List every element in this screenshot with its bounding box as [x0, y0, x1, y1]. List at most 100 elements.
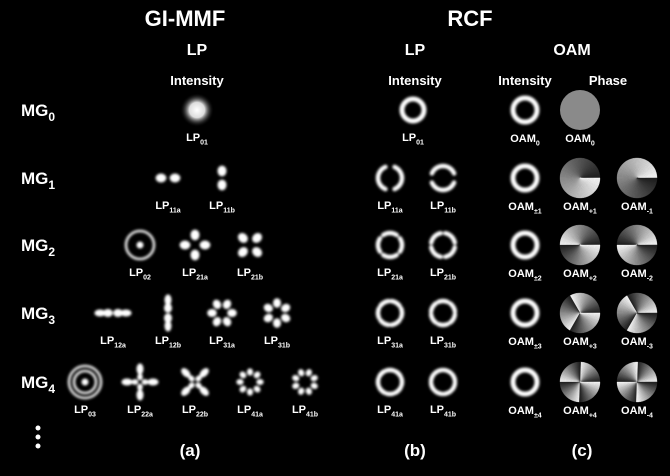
mode-label: LP41a	[237, 404, 263, 418]
lobe	[113, 309, 123, 317]
mode-label: LP03	[74, 404, 96, 418]
label-sub: ±2	[534, 275, 542, 282]
lobe	[164, 303, 172, 313]
lobe	[199, 240, 211, 250]
arcs	[428, 230, 458, 260]
mode-label: OAM+4	[563, 405, 597, 419]
mode-pattern	[510, 95, 540, 125]
ring-stroke	[399, 96, 427, 124]
lobe	[195, 375, 202, 382]
panel-label: (c)	[572, 441, 593, 460]
ring	[510, 163, 540, 193]
label-base: LP	[377, 404, 391, 416]
lobe	[305, 387, 312, 395]
label-base: LP	[237, 267, 251, 279]
lobes	[236, 368, 264, 396]
label-sub: 41a	[391, 411, 403, 418]
label-base: MG	[21, 101, 48, 120]
label-base: LP	[377, 267, 391, 279]
column-head: Intensity	[388, 73, 442, 88]
ring-stroke	[510, 298, 540, 328]
lobes	[121, 363, 159, 401]
lobes	[292, 369, 318, 395]
lobe-arc	[428, 372, 436, 384]
mode-pattern	[399, 96, 427, 124]
mode-pattern	[164, 294, 172, 332]
lobe	[181, 386, 191, 396]
label-base: MG	[21, 373, 48, 392]
mode-label: LP21b	[237, 267, 263, 281]
lobe	[298, 369, 305, 377]
lobe-arc	[384, 367, 396, 373]
mode-pattern	[67, 364, 103, 400]
mode-label: OAM+3	[563, 336, 597, 350]
lobe-arc	[377, 369, 387, 379]
mode-pattern	[428, 367, 458, 397]
lobes	[237, 232, 263, 258]
label-sub: 21b	[251, 274, 263, 281]
label-sub: 11a	[169, 207, 180, 214]
lobe-arc	[428, 312, 438, 325]
label-sub: 0	[591, 140, 595, 147]
ring-stroke	[67, 364, 103, 400]
lobe-arc	[450, 372, 458, 384]
lobe	[263, 303, 273, 313]
ellipsis	[35, 425, 41, 449]
mode-label: LP22a	[127, 404, 153, 418]
lobe	[121, 378, 133, 386]
lobe-arc	[378, 318, 391, 328]
lobe-arc	[399, 376, 405, 388]
lobe	[252, 247, 263, 258]
lobe	[292, 382, 300, 389]
lobe	[256, 378, 264, 386]
panel-label: (a)	[180, 441, 201, 460]
mode-pattern	[559, 361, 601, 403]
lobe	[237, 247, 248, 258]
lobes	[94, 309, 132, 317]
label-base: LP	[430, 404, 444, 416]
label-base: LP	[430, 335, 444, 347]
mode-pattern	[237, 232, 263, 258]
phase-wedge	[636, 177, 658, 180]
title-right: RCF	[447, 6, 492, 31]
lobe	[281, 303, 291, 313]
label-sub: +4	[589, 412, 597, 419]
phase-wedge	[636, 312, 658, 315]
arcs	[428, 367, 458, 397]
lobe	[188, 382, 195, 389]
mode-pattern	[375, 164, 405, 192]
label-sub: ±1	[534, 208, 542, 215]
phase-wedge	[579, 312, 601, 315]
lobe-arc	[428, 301, 438, 314]
lobe	[141, 379, 149, 385]
label-base: LP	[430, 200, 444, 212]
mode-label: LP11b	[209, 200, 235, 214]
lobe	[94, 309, 106, 317]
mode-label: LP01	[186, 132, 208, 146]
mode-label: LP21a	[377, 267, 403, 281]
lobe	[298, 387, 305, 395]
phase-wedge	[579, 177, 601, 180]
lobe	[155, 173, 167, 183]
label-sub: ±4	[534, 412, 542, 419]
mode-pattern	[559, 224, 601, 266]
label-sub: 11a	[391, 207, 402, 214]
mode-label: LP12b	[155, 335, 181, 349]
lobe	[179, 240, 191, 250]
lobe	[137, 383, 143, 391]
lobe-arc	[441, 389, 453, 397]
lobe	[169, 173, 181, 183]
lobe-arc	[392, 164, 405, 192]
ring-stroke	[510, 163, 540, 193]
lobe	[217, 179, 227, 191]
lobe	[239, 371, 247, 379]
lobe	[305, 369, 312, 377]
lobe-arc	[389, 298, 402, 308]
lobe-arc	[377, 385, 387, 395]
ring	[510, 230, 540, 260]
label-sub: 21a	[391, 274, 403, 281]
lobe-arc	[443, 230, 458, 245]
mode-pattern	[94, 309, 132, 317]
label-base: OAM	[510, 133, 536, 145]
